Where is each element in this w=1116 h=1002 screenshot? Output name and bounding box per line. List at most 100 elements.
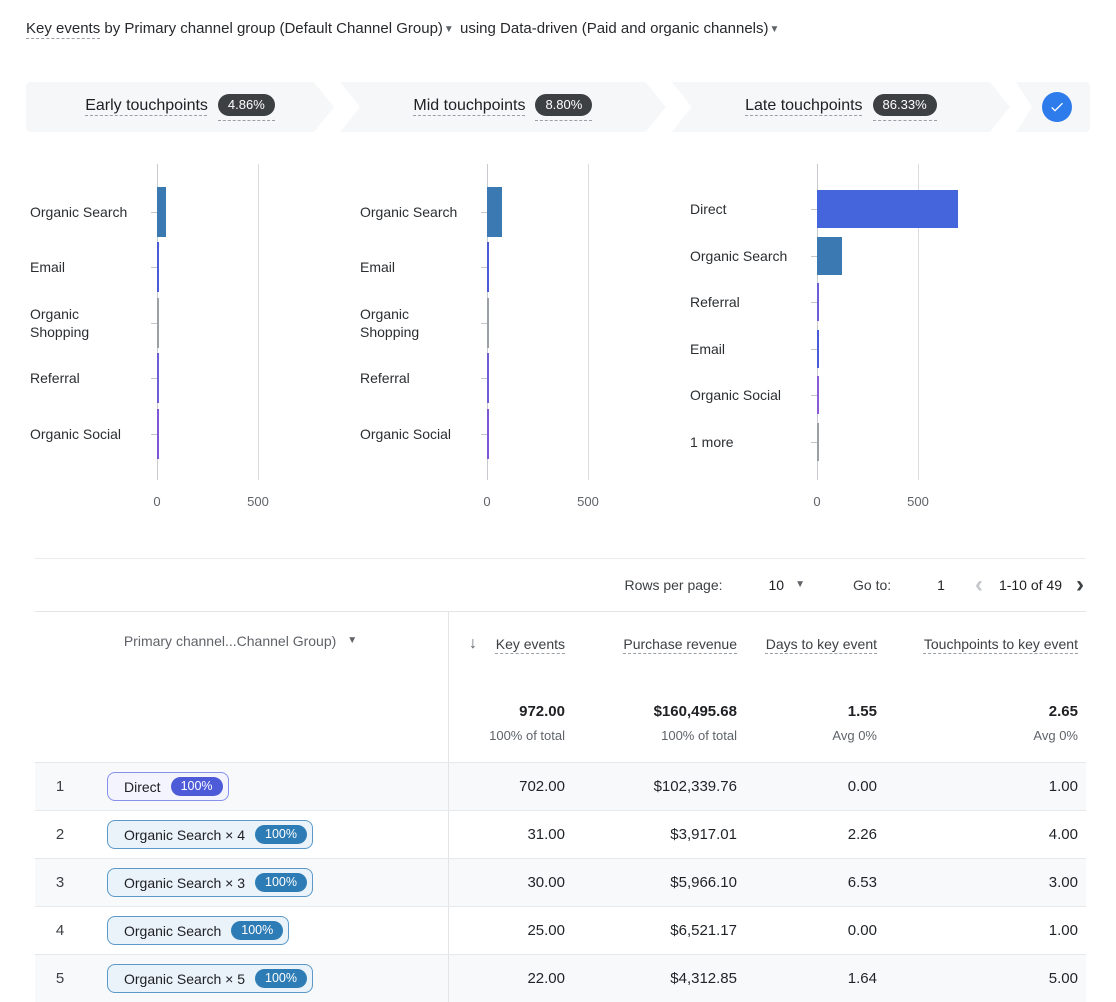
column-header-days-to-key-event[interactable]: Days to key event: [745, 611, 885, 655]
column-header-label: Purchase revenue: [623, 636, 737, 652]
category-label: Organic Shopping: [360, 305, 420, 340]
category-tick: [481, 433, 487, 435]
dimension-column-header[interactable]: Primary channel...Channel Group) ▼: [35, 611, 448, 649]
revenue-value: $102,339.76: [653, 778, 737, 795]
category-label: Referral: [690, 294, 740, 311]
goto-page-input[interactable]: 1: [937, 577, 945, 593]
row-number: 3: [55, 874, 65, 891]
key-value: 30.00: [448, 859, 573, 906]
key-value: 25.00: [448, 907, 573, 954]
category-tick: [811, 348, 817, 350]
key-value: 31.00: [448, 811, 573, 858]
bar-chart-late-touchpoints: 0 500 Direct Organic Search Referral Email Org…: [690, 150, 1080, 522]
channel-path-cell: Organic Search × 4 100%: [85, 819, 448, 850]
bar[interactable]: [487, 408, 489, 459]
revenue-value: $3,917.01: [670, 826, 737, 843]
channel-chip-label: Organic Search × 5: [124, 970, 246, 987]
channel-chip[interactable]: Organic Search × 4 100%: [107, 819, 313, 850]
row-number: 2: [55, 826, 65, 843]
channel-chip[interactable]: Organic Search 100%: [107, 915, 290, 946]
category-label: Organic Social: [360, 425, 452, 442]
table-body: 1 Direct 100% 702.00 $102,339.76 0.00 1.00 2 Org…: [35, 763, 1086, 1002]
stage-mid-touchpoints[interactable]: Mid touchpoints 8.80%: [340, 82, 666, 132]
bar[interactable]: [157, 242, 159, 293]
report-title: Key events by Primary channel group (Def…: [26, 20, 1096, 37]
chevron-down-icon[interactable]: ▼: [769, 24, 780, 35]
gridline: [817, 164, 818, 480]
x-axis-tick-label: 500: [577, 494, 599, 509]
channel-chip[interactable]: Organic Search × 5 100%: [107, 963, 313, 994]
stage-early-touchpoints[interactable]: Early touchpoints 4.86%: [26, 82, 334, 132]
category-label: Email: [690, 340, 726, 357]
bar[interactable]: [157, 353, 159, 404]
x-axis-tick-label: 500: [907, 494, 929, 509]
chevron-down-icon[interactable]: ▼: [443, 24, 454, 35]
x-axis-tick-label: 0: [813, 494, 821, 509]
category-label: Referral: [30, 370, 80, 387]
column-header-purchase-revenue[interactable]: Purchase revenue: [573, 611, 745, 655]
category-tick: [151, 433, 157, 435]
channel-path-cell: Direct 100%: [85, 771, 448, 802]
channel-chip[interactable]: Organic Search × 3 100%: [107, 867, 313, 898]
using-word: using: [459, 20, 496, 37]
x-axis-tick-label: 0: [153, 494, 161, 509]
channel-path-cell: Organic Search × 3 100%: [85, 867, 448, 898]
bar[interactable]: [487, 186, 502, 237]
category-label: Organic Search: [30, 203, 128, 220]
days-value: 2.26: [847, 826, 877, 843]
category-label: Direct: [690, 201, 727, 218]
stage-late-touchpoints[interactable]: Late touchpoints 86.33%: [672, 82, 1010, 132]
revenue-value: $6,521.17: [670, 922, 737, 939]
bar[interactable]: [487, 297, 489, 348]
bar[interactable]: [817, 190, 959, 229]
check-icon: [1042, 92, 1073, 122]
bar[interactable]: [817, 376, 819, 415]
category-tick: [481, 378, 487, 380]
bar[interactable]: [157, 408, 159, 459]
page-range: 1-10 of 49: [998, 577, 1062, 593]
category-tick: [811, 255, 817, 257]
stage-pct-wrap: 4.86%: [218, 94, 275, 121]
channel-path-cell: Organic Search × 5 100%: [85, 963, 448, 994]
category-label: 1 more: [690, 433, 734, 450]
row-number: 1: [55, 778, 65, 795]
category-label: Email: [360, 259, 396, 276]
credit-pct-badge: 100%: [170, 776, 223, 797]
key-value: 702.00: [448, 763, 573, 810]
gridline: [588, 164, 589, 480]
bar[interactable]: [487, 242, 489, 293]
category-label: Email: [30, 259, 66, 276]
table-row: 5 Organic Search × 5 100% 22.00 $4,312.85 1.6…: [35, 955, 1086, 1002]
category-tick: [811, 395, 817, 397]
bar[interactable]: [817, 236, 843, 275]
dimension-selector[interactable]: Primary channel group (Default Channel G…: [124, 20, 443, 37]
sort-arrow-down-icon[interactable]: ↓: [469, 635, 477, 652]
bar[interactable]: [817, 283, 819, 322]
revenue-value: $4,312.85: [670, 970, 737, 987]
rows-per-page-select[interactable]: 10 ▼: [769, 577, 807, 593]
credit-pct-badge: 100%: [255, 968, 307, 989]
prev-page-button[interactable]: ‹: [974, 571, 983, 598]
channel-chip-label: Organic Search × 4: [124, 826, 246, 843]
bar[interactable]: [817, 329, 819, 368]
bar[interactable]: [487, 353, 489, 404]
total-purchase-revenue: $160,495.68 100% of total: [653, 703, 737, 743]
touchpoints-value: 3.00: [1048, 874, 1078, 891]
metric-name[interactable]: Key events: [26, 20, 101, 37]
model-selector[interactable]: Data-driven (Paid and organic channels): [500, 20, 769, 37]
channel-chip[interactable]: Direct 100%: [107, 771, 229, 802]
stage-label: Early touchpoints: [85, 97, 208, 114]
category-tick: [151, 378, 157, 380]
by-word: by: [104, 20, 121, 37]
stage-label: Mid touchpoints: [413, 97, 526, 114]
chevron-down-icon: ▼: [347, 634, 358, 646]
next-page-button[interactable]: ›: [1076, 571, 1084, 598]
bar[interactable]: [157, 186, 167, 237]
x-axis-tick-label: 0: [483, 494, 491, 509]
days-value: 1.64: [847, 970, 877, 987]
column-header-touchpoints-to-key-event[interactable]: Touchpoints to key event: [885, 611, 1086, 655]
bar[interactable]: [157, 297, 159, 348]
bar[interactable]: [817, 422, 819, 461]
stage-key-event[interactable]: [1016, 82, 1091, 132]
column-header-key-events[interactable]: ↓ Key events: [448, 611, 573, 762]
